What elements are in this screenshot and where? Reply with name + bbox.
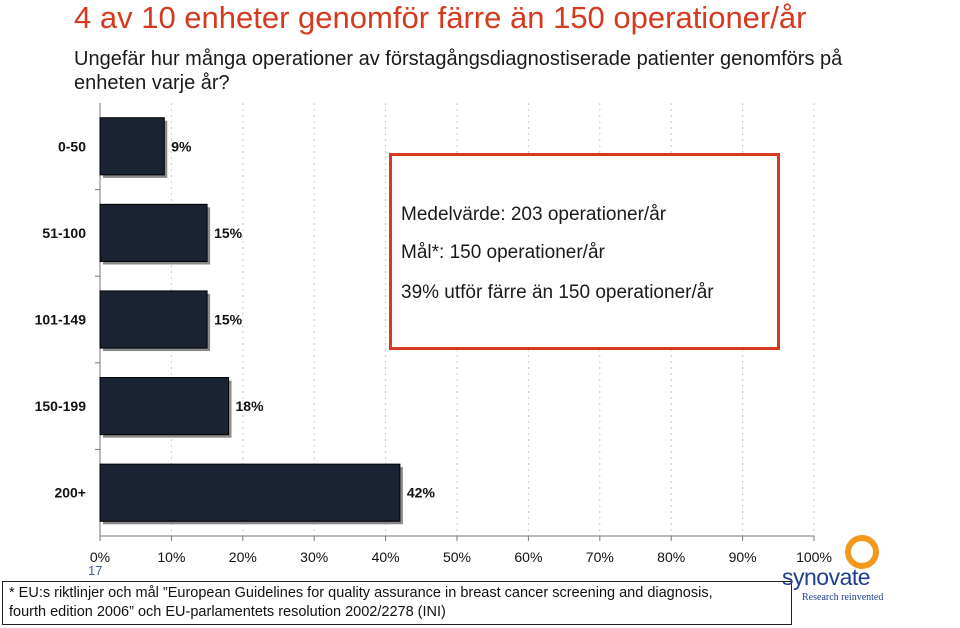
x-tick-label: 100%: [796, 549, 832, 565]
data-label: 15%: [214, 225, 243, 241]
bar: [99, 117, 165, 176]
category-label: 200+: [54, 485, 86, 501]
x-tick-label: 90%: [729, 549, 757, 565]
footnote: * EU:s riktlinjer och mål ”European Guid…: [2, 581, 792, 625]
bar: [99, 290, 208, 349]
x-tick-label: 50%: [443, 549, 471, 565]
x-tick-label: 20%: [229, 549, 257, 565]
bar: [99, 203, 208, 262]
category-label: 101-149: [35, 312, 87, 328]
data-label: 9%: [171, 138, 192, 154]
category-label: 0-50: [58, 138, 86, 154]
target-value-text: Mål*: 150 operationer/år: [401, 242, 605, 263]
x-tick-label: 10%: [157, 549, 185, 565]
x-tick-label: 30%: [300, 549, 328, 565]
category-label: 51-100: [42, 225, 86, 241]
bar: [99, 377, 230, 436]
x-tick-label: 0%: [90, 549, 110, 565]
bar: [99, 463, 401, 522]
logo-tagline: Research reinvented: [802, 592, 884, 603]
share-below-target-text: 39% utför färre än 150 operationer/år: [401, 282, 714, 303]
x-tick-label: 70%: [586, 549, 614, 565]
category-label: 150-199: [35, 398, 87, 414]
mean-value-text: Medelvärde: 203 operationer/år: [401, 204, 667, 225]
footnote-line-1: * EU:s riktlinjer och mål ”European Guid…: [9, 585, 713, 601]
synovate-ring-icon: [845, 535, 879, 569]
synovate-logo: synovate Research reinvented: [778, 532, 888, 608]
x-tick-label: 60%: [514, 549, 542, 565]
survey-question: Ungefär hur många operationer av förstag…: [74, 48, 843, 94]
footnote-line-2: fourth edition 2006” och EU-parlamentets…: [9, 604, 446, 620]
data-label: 42%: [407, 485, 436, 501]
summary-box: Medelvärde: 203 operationer/år Mål*: 150…: [389, 153, 780, 350]
x-tick-label: 40%: [372, 549, 400, 565]
logo-wordmark: synovate: [782, 564, 871, 590]
page-number: 17: [88, 563, 103, 578]
slide-title: 4 av 10 enheter genomför färre än 150 op…: [74, 0, 807, 35]
x-tick-label: 80%: [657, 549, 685, 565]
data-label: 18%: [236, 398, 265, 414]
data-label: 15%: [214, 312, 243, 328]
